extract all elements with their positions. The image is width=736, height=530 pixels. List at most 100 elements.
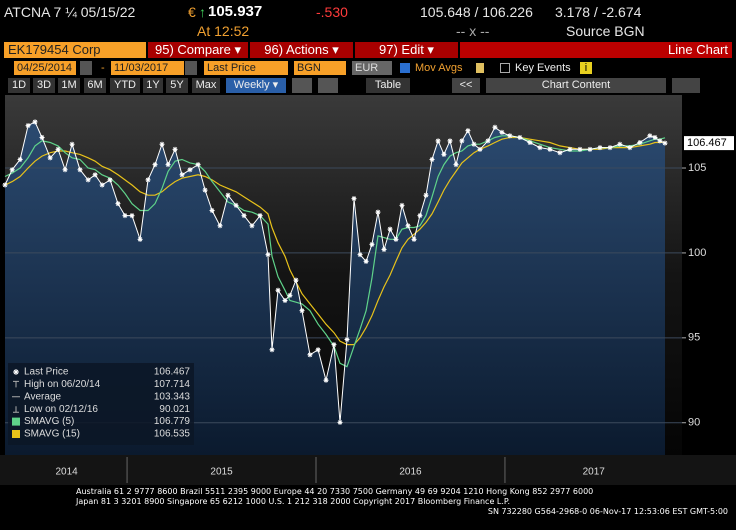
price-marker [195, 162, 201, 168]
line-icon[interactable] [292, 78, 312, 93]
price-marker [137, 236, 143, 242]
menu-button[interactable]: 95) Compare ▾ [148, 42, 248, 58]
price-marker [9, 167, 15, 173]
range-button[interactable]: 1Y [143, 78, 163, 93]
price-marker [517, 134, 523, 140]
price-marker [187, 167, 193, 173]
security[interactable]: EK179454 Corp [4, 42, 146, 58]
price-marker [485, 138, 491, 144]
back-button[interactable]: << [452, 78, 480, 93]
x-tick-label: 2014 [55, 467, 78, 478]
menu-button[interactable]: 96) Actions ▾ [250, 42, 353, 58]
legend-value: 106.779 [154, 416, 191, 427]
source: Source BGN [566, 23, 645, 39]
ticker: ATCNA 7 ¼ 05/15/22 [4, 4, 136, 20]
range-button[interactable]: 5Y [166, 78, 188, 93]
price-marker [344, 337, 350, 343]
menu-button[interactable]: 97) Edit ▾ [355, 42, 458, 58]
price-marker [471, 141, 477, 147]
footer-line: SN 732280 G564-2968-0 06-Nov-17 12:53:06… [487, 507, 728, 516]
price-marker [217, 223, 223, 229]
x-tick-label: 2017 [583, 467, 606, 478]
price-marker [547, 146, 553, 152]
price-marker [537, 145, 543, 151]
price-marker [492, 124, 498, 130]
range-button[interactable]: 6M [84, 78, 106, 93]
table-button[interactable]: Table [366, 78, 410, 93]
price-marker [122, 213, 128, 219]
price-marker [363, 258, 369, 264]
legend-value: 106.535 [154, 429, 191, 440]
yields: 3.178 / -2.674 [555, 4, 642, 20]
checkbox[interactable] [400, 63, 410, 73]
price-marker [275, 287, 281, 293]
view[interactable]: Line Chart [460, 42, 732, 58]
price-marker [307, 352, 313, 358]
price-marker [331, 342, 337, 348]
price-marker [459, 138, 465, 144]
mov-avgs[interactable]: Mov Avgs [415, 62, 463, 74]
legend-label: SMAVG (15) [24, 429, 80, 440]
price-marker [269, 347, 275, 353]
price-marker [129, 213, 135, 219]
price-marker [435, 138, 441, 144]
legend-icon [13, 380, 19, 388]
price-marker [265, 252, 271, 258]
legend-swatch [12, 430, 20, 438]
legend-value: 103.343 [154, 391, 191, 402]
range-button[interactable]: Max [192, 78, 220, 93]
legend-label: Average [24, 391, 62, 402]
x-tick-label: 2016 [399, 467, 422, 478]
series-line [4, 136, 666, 346]
price-marker [499, 129, 505, 135]
x-tick-label: 2015 [210, 467, 233, 478]
key-events[interactable]: Key Events [515, 62, 571, 74]
chart-content[interactable]: Chart Content [486, 78, 666, 93]
crosshair-icon[interactable] [318, 78, 338, 93]
price-marker [587, 146, 593, 152]
price-marker [145, 177, 151, 183]
pencil-icon[interactable] [476, 63, 484, 73]
price-marker [423, 192, 429, 198]
price-marker [257, 213, 263, 219]
pricing-source[interactable]: BGN [294, 61, 346, 75]
settings-icon[interactable] [672, 78, 700, 93]
price-marker [241, 213, 247, 219]
range-button[interactable]: 1D [8, 78, 30, 93]
footer-line: Australia 61 2 9777 8600 Brazil 5511 239… [76, 487, 594, 496]
legend-swatch [12, 417, 20, 426]
price-marker [225, 192, 231, 198]
range-button[interactable]: 3D [33, 78, 55, 93]
price-marker [249, 223, 255, 229]
price-marker [527, 140, 533, 146]
time: At 12:52 [197, 23, 250, 39]
y-tick-label: 95 [688, 332, 700, 344]
price-marker [69, 141, 75, 147]
end-date[interactable]: 11/03/2017 [111, 61, 184, 75]
price-marker [209, 207, 215, 213]
start-date[interactable]: 04/25/2014 [14, 61, 76, 75]
price-marker [577, 146, 583, 152]
range-button[interactable]: YTD [110, 78, 140, 93]
price-marker [447, 138, 453, 144]
calendar-icon[interactable] [80, 61, 92, 75]
field[interactable]: Last Price [204, 61, 288, 75]
price-marker [607, 145, 613, 151]
price-marker [647, 133, 653, 139]
calendar-icon[interactable] [185, 61, 197, 75]
price-marker [357, 252, 363, 258]
price-marker [47, 155, 53, 161]
price-marker [107, 177, 113, 183]
price-marker [557, 150, 563, 156]
legend-label: High on 06/20/14 [24, 379, 101, 390]
price-marker [441, 151, 447, 157]
checkbox[interactable] [500, 63, 510, 73]
price-marker [233, 202, 239, 208]
period[interactable]: Weekly ▾ [226, 78, 286, 93]
range-button[interactable]: 1M [58, 78, 80, 93]
info-icon[interactable]: i [580, 62, 592, 74]
last-price-tag [684, 136, 734, 151]
currency-select[interactable]: EUR [352, 61, 392, 75]
price-marker [77, 167, 83, 173]
